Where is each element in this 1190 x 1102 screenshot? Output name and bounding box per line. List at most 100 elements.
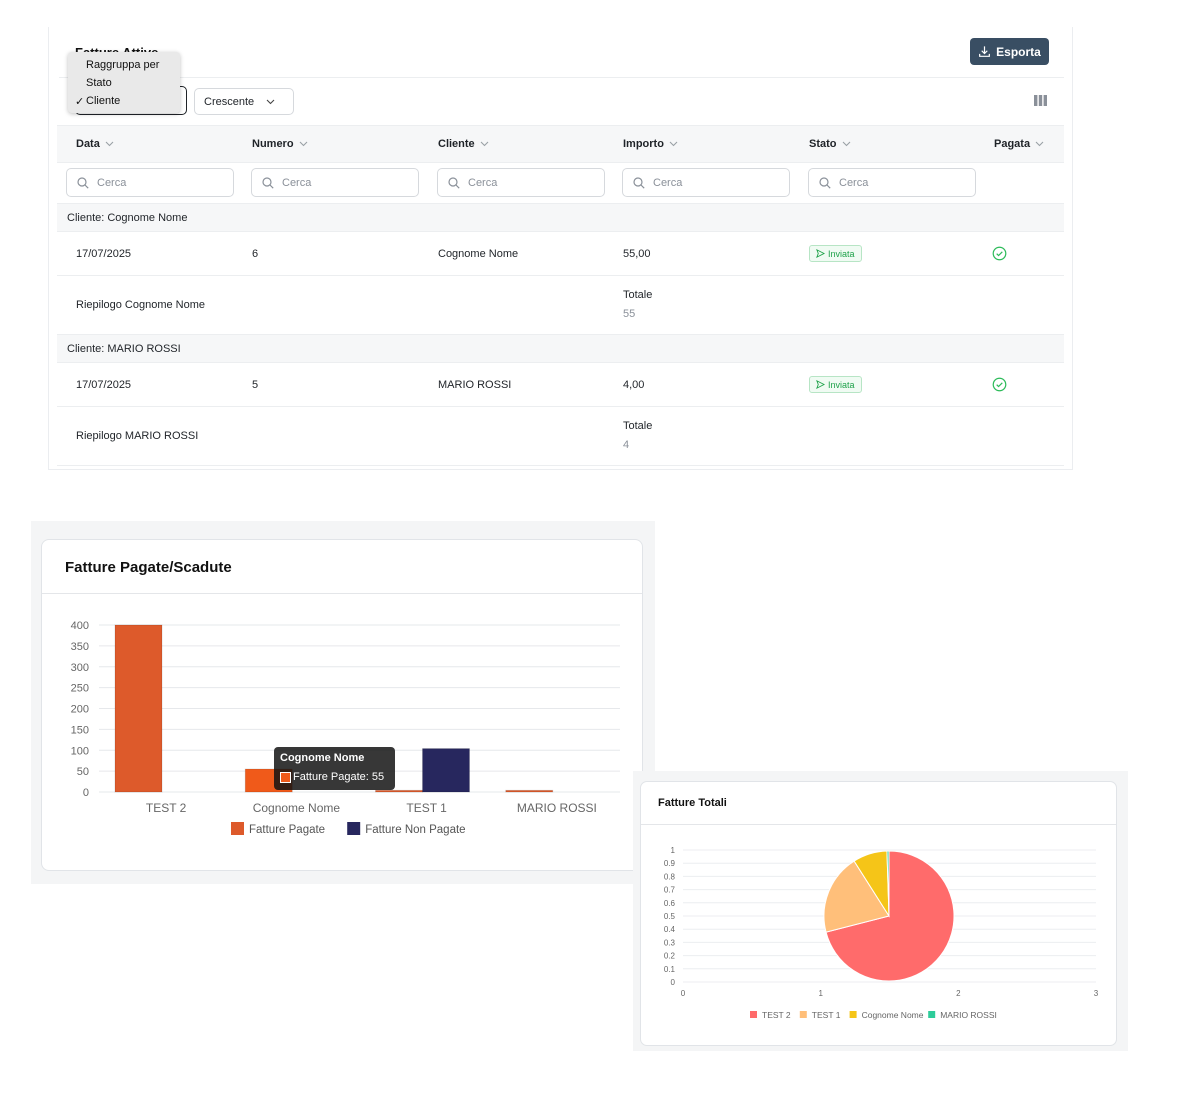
pie-chart: 0 0.1 0.2 0.3 0.4 0.5 0.6 0.7 0.8 0.9 1 0 1 2 3 TEST 2 T… xyxy=(664,846,1099,1020)
x-tick-label: TEST 1 xyxy=(406,801,447,815)
check-circle-icon xyxy=(992,246,1007,261)
divider xyxy=(42,593,642,594)
search-input-data[interactable]: Cerca xyxy=(66,168,234,197)
legend-swatch xyxy=(799,1011,807,1018)
legend-label: Fatture Pagate xyxy=(249,824,325,836)
table-header: Data Numero Cliente Importo Stato Pagata xyxy=(57,125,1064,163)
summary-label: Riepilogo Cognome Nome xyxy=(76,299,206,311)
bar-chart-title: Fatture Pagate/Scadute xyxy=(65,559,232,576)
y-tick-label: 50 xyxy=(77,766,89,778)
y-tick-label: 0.6 xyxy=(664,899,676,908)
search-input-numero[interactable]: Cerca xyxy=(251,168,419,197)
dropdown-option-stato[interactable]: Stato xyxy=(86,77,112,89)
y-tick-label: 250 xyxy=(71,683,89,695)
chevron-down-icon xyxy=(266,99,275,104)
x-tick-label: 1 xyxy=(818,989,823,998)
search-icon xyxy=(633,176,645,189)
chevron-down-icon xyxy=(669,141,678,147)
export-label: Esporta xyxy=(996,44,1041,59)
table-row[interactable]: 17/07/2025 6 Cognome Nome 55,00 Inviata xyxy=(57,232,1064,276)
cell-data: 17/07/2025 xyxy=(76,248,132,260)
download-icon xyxy=(979,46,991,57)
y-tick-label: 350 xyxy=(71,641,89,653)
bar-fatture-pagate xyxy=(505,789,554,793)
x-tick-label: Cognome Nome xyxy=(253,801,341,815)
summary-total-value: 55 xyxy=(623,308,636,320)
send-icon xyxy=(816,249,825,258)
summary-label: Riepilogo MARIO ROSSI xyxy=(76,430,199,442)
group-header[interactable]: Cliente: Cognome Nome xyxy=(57,203,1064,232)
cell-importo: 4,00 xyxy=(623,379,645,391)
column-header-cliente[interactable]: Cliente xyxy=(438,138,489,150)
legend-swatch xyxy=(750,1011,757,1018)
y-tick-label: 0.1 xyxy=(664,965,676,974)
bar-fatture-pagate xyxy=(375,789,423,793)
pie-chart-card: Fatture Totali 0 0.1 0.2 0.3 0.4 0.5 0.6 0.7 0.8… xyxy=(640,781,1117,1046)
legend-label: Cognome Nome xyxy=(862,1010,924,1020)
chevron-down-icon xyxy=(842,141,850,147)
column-header-stato[interactable]: Stato xyxy=(809,138,851,150)
cell-data: 17/07/2025 xyxy=(76,379,132,391)
y-tick-label: 0.8 xyxy=(664,872,676,881)
legend-swatch xyxy=(231,822,244,835)
search-input-importo[interactable]: Cerca xyxy=(622,168,790,197)
chevron-down-icon xyxy=(105,141,114,147)
send-icon xyxy=(816,380,825,389)
dropdown-header: Raggruppa per xyxy=(86,59,160,71)
legend-label: MARIO ROSSI xyxy=(940,1010,997,1020)
legend-label: TEST 1 xyxy=(812,1010,841,1020)
pie-slice xyxy=(823,860,890,933)
x-tick-label: MARIO ROSSI xyxy=(517,801,597,815)
summary-row: Riepilogo Cognome Nome Totale 55 xyxy=(57,276,1064,335)
y-tick-label: 150 xyxy=(71,724,89,736)
y-tick-label: 300 xyxy=(71,662,89,674)
column-header-importo[interactable]: Importo xyxy=(623,138,678,150)
summary-row: Riepilogo MARIO ROSSI Totale 4 xyxy=(57,407,1064,466)
cell-importo: 55,00 xyxy=(623,248,651,260)
y-tick-label: 0 xyxy=(83,787,89,799)
search-icon xyxy=(262,176,274,189)
check-icon: ✓ xyxy=(75,96,85,108)
chart-tooltip: Cognome Nome Fatture Pagate: 55 xyxy=(274,747,395,790)
x-tick-label: 0 xyxy=(681,989,686,998)
y-tick-label: 100 xyxy=(71,745,89,757)
x-tick-label: 3 xyxy=(1094,989,1099,998)
filter-row: Cerca Cerca Cerca Cerca Cerca xyxy=(57,163,1064,204)
search-icon xyxy=(77,176,89,189)
search-icon xyxy=(819,176,831,189)
tooltip-title: Cognome Nome xyxy=(280,752,365,764)
search-input-cliente[interactable]: Cerca xyxy=(437,168,605,197)
x-tick-label: 2 xyxy=(956,989,961,998)
y-tick-label: 0.2 xyxy=(664,952,676,961)
y-tick-label: 0.9 xyxy=(664,859,676,868)
y-tick-label: 0 xyxy=(671,978,676,987)
cell-cliente: Cognome Nome xyxy=(438,248,519,260)
legend-swatch xyxy=(347,822,361,835)
cell-cliente: MARIO ROSSI xyxy=(438,379,512,391)
status-badge: Inviata xyxy=(809,245,862,262)
column-header-numero[interactable]: Numero xyxy=(252,138,308,150)
divider xyxy=(59,77,1064,78)
bar-fatture-non-pagate xyxy=(422,748,470,793)
chevron-down-icon xyxy=(480,141,489,147)
check-circle-icon xyxy=(992,377,1007,392)
y-tick-label: 0.4 xyxy=(664,925,676,934)
y-tick-label: 200 xyxy=(71,704,89,716)
dropdown-option-cliente[interactable]: Cliente xyxy=(86,95,121,107)
group-header[interactable]: Cliente: MARIO ROSSI xyxy=(57,334,1064,363)
tooltip-value: Fatture Pagate: 55 xyxy=(293,771,385,783)
column-header-data[interactable]: Data xyxy=(76,138,114,150)
pie-slice xyxy=(825,850,955,982)
columns-icon[interactable] xyxy=(1034,95,1047,106)
column-header-pagata[interactable]: Pagata xyxy=(994,138,1044,150)
group-by-dropdown: Raggruppa per Stato ✓ Cliente xyxy=(68,52,180,113)
divider xyxy=(641,824,1116,825)
order-select[interactable]: Crescente xyxy=(194,88,294,115)
export-button[interactable]: Esporta xyxy=(970,38,1049,65)
search-input-stato[interactable]: Cerca xyxy=(808,168,976,197)
table-row[interactable]: 17/07/2025 5 MARIO ROSSI 4,00 Inviata xyxy=(57,363,1064,407)
bar-fatture-pagate xyxy=(114,624,163,793)
summary-total-label: Totale xyxy=(623,289,653,301)
status-badge: Inviata xyxy=(809,376,862,393)
chevron-down-icon xyxy=(1035,141,1044,147)
